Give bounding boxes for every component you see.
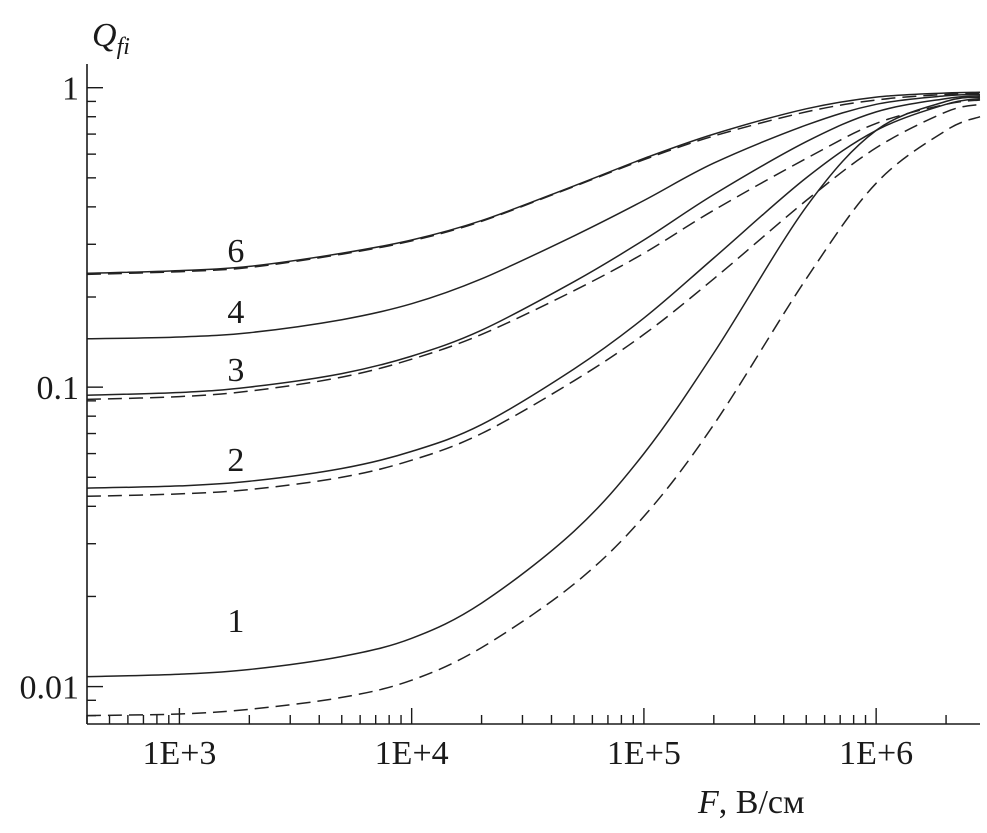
y-tick-labels: 1 0.1 0.01 <box>20 71 80 707</box>
x-axis-title-unit: , В/см <box>719 784 805 821</box>
x-tick-label: 1E+4 <box>375 735 449 772</box>
curve-1-solid <box>86 96 981 678</box>
y-tick-label: 1 <box>62 71 79 108</box>
curve-3-solid <box>86 95 981 396</box>
curve-labels: 6 4 3 2 1 <box>227 233 244 640</box>
x-tick-labels: 1E+3 1E+4 1E+5 1E+6 <box>142 735 913 772</box>
curve-2-solid <box>86 97 981 489</box>
curve-label-1: 1 <box>227 603 244 640</box>
y-tick-label: 0.1 <box>37 370 80 407</box>
curve-label-3: 3 <box>227 352 244 389</box>
curve-6-dashed <box>86 92 981 276</box>
curve-3-dashed <box>86 99 981 401</box>
axis-ticks <box>86 87 947 724</box>
curve-4-solid <box>86 93 981 340</box>
x-tick-label: 1E+6 <box>839 735 913 772</box>
x-axis-title-var: F <box>697 784 720 821</box>
curves <box>86 91 981 717</box>
y-tick-label: 0.01 <box>20 670 80 707</box>
y-axis-title-main: Q <box>92 17 117 54</box>
curve-label-2: 2 <box>227 442 244 479</box>
x-axis-title: F, В/см <box>697 784 805 821</box>
x-tick-label: 1E+5 <box>607 735 681 772</box>
curve-2-dashed <box>86 103 981 498</box>
curve-6-solid <box>86 91 981 275</box>
curve-1-dashed <box>86 115 981 717</box>
curve-label-4: 4 <box>227 294 244 331</box>
curve-label-6: 6 <box>227 233 244 270</box>
y-axis-title-sub: fi <box>117 34 130 60</box>
x-tick-label: 1E+3 <box>142 735 216 772</box>
y-axis-title: Qfi <box>92 17 130 60</box>
